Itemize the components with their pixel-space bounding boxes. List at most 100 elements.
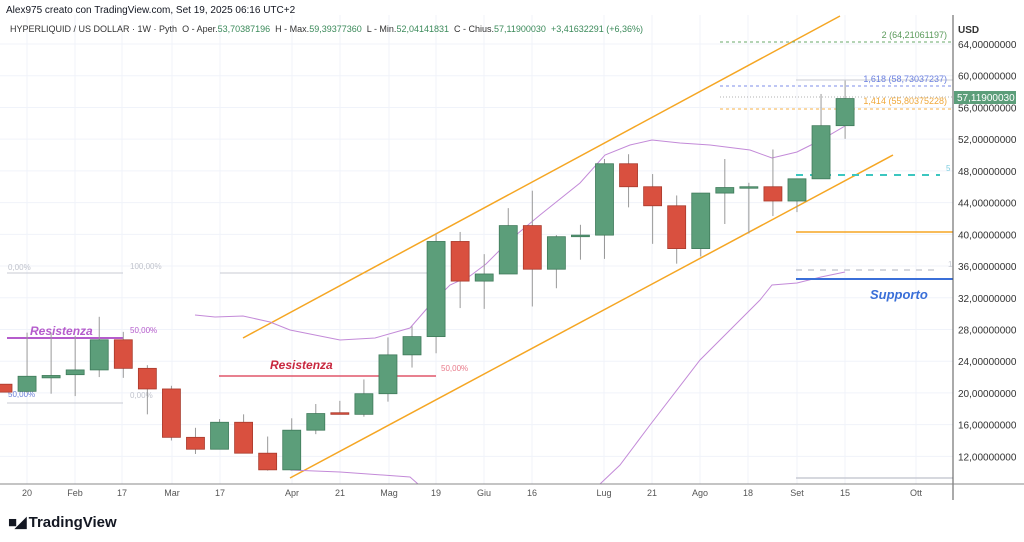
open-label: O - Aper. xyxy=(182,24,218,34)
candle-body xyxy=(402,336,422,356)
candle xyxy=(65,335,85,397)
tradingview-wordmark: TradingView xyxy=(28,513,117,531)
candle-body xyxy=(89,339,109,371)
candle-body xyxy=(474,273,494,282)
time-tick-label: Giu xyxy=(477,488,491,498)
candle-body xyxy=(691,192,711,249)
candle xyxy=(667,195,687,264)
low-label: L - Min. xyxy=(366,24,397,34)
candle-body xyxy=(546,236,566,270)
channel-lower-line xyxy=(289,154,894,479)
time-tick-label: 21 xyxy=(335,488,345,498)
candle xyxy=(162,385,181,441)
time-tick-label: 21 xyxy=(647,488,657,498)
resistance-label: Resistenza xyxy=(270,358,333,372)
price-tick-label: 20,00000000 xyxy=(958,389,1017,400)
price-tick-label: 44,00000000 xyxy=(958,199,1017,210)
symbol-name[interactable]: HYPERLIQUID / US DOLLAR · 1W · Pyth xyxy=(10,24,178,34)
change-value: +3,41632291 (+6,36%) xyxy=(550,24,644,34)
time-tick-label: Lug xyxy=(596,488,611,498)
channel-upper-line xyxy=(242,15,841,339)
candle-body xyxy=(498,225,518,275)
time-tick-label: 15 xyxy=(840,488,850,498)
candle xyxy=(306,404,326,435)
candle xyxy=(835,80,855,139)
candle-body xyxy=(739,186,759,189)
price-tick-label: 28,00000000 xyxy=(958,325,1017,336)
time-tick-label: 18 xyxy=(743,488,753,498)
fib-label: 0,00% xyxy=(8,263,31,272)
candle-body xyxy=(65,369,85,376)
fib-label: 50,00% xyxy=(441,364,468,373)
candle xyxy=(474,254,494,309)
candle-body xyxy=(113,339,133,369)
close-label: C - Chius. xyxy=(454,24,495,34)
candle-body xyxy=(137,367,157,390)
candle-body xyxy=(210,421,229,450)
open-value: 53,70387196 xyxy=(217,24,271,34)
candle xyxy=(0,383,13,393)
price-tick-label: 32,00000000 xyxy=(958,294,1017,305)
candle-body xyxy=(450,241,470,282)
price-tick-label: 12,00000000 xyxy=(958,452,1017,463)
time-tick-label: 19 xyxy=(431,488,441,498)
price-tick-label: 36,00000000 xyxy=(958,262,1017,273)
candle xyxy=(763,149,783,217)
price-tick-label: 60,00000000 xyxy=(958,72,1017,83)
candle xyxy=(811,93,831,180)
candle xyxy=(643,174,663,244)
time-tick-label: Mag xyxy=(380,488,398,498)
candle xyxy=(282,418,302,471)
candle xyxy=(498,208,518,275)
fib-label: 50,00% xyxy=(8,390,35,399)
candle xyxy=(426,234,446,354)
candle-body xyxy=(354,393,374,415)
time-tick-label: Mar xyxy=(164,488,180,498)
price-tick-label: 40,00000000 xyxy=(958,230,1017,241)
time-tick-label: Ago xyxy=(692,488,708,498)
candle xyxy=(17,332,37,393)
close-value: 57,11900030 xyxy=(494,24,546,34)
candle xyxy=(186,427,205,454)
candle xyxy=(595,158,614,259)
currency-label: USD xyxy=(958,25,979,36)
fib-ext-label: 2 (64,21061197) xyxy=(882,30,947,40)
tradingview-logo[interactable]: ■◢ TradingView xyxy=(8,513,117,532)
candle-body xyxy=(378,354,398,395)
fib-label: 0,00% xyxy=(130,391,153,400)
current-price-tag: 57,11900030 xyxy=(954,91,1016,104)
candle-body xyxy=(330,412,350,415)
fib-ext-label: 1,618 (58,73037237) xyxy=(863,74,947,84)
time-tick-label: 20 xyxy=(22,488,32,498)
current-price-tag-bg xyxy=(954,91,1016,104)
candle xyxy=(450,231,470,309)
low-value: 52,04141831 xyxy=(396,24,449,34)
price-tick-label: 16,00000000 xyxy=(958,421,1017,432)
candle-body xyxy=(41,375,61,379)
candle xyxy=(234,414,254,454)
candle-body xyxy=(571,234,590,238)
candle-body xyxy=(715,187,735,194)
high-value: 59,39377360 xyxy=(309,24,362,34)
time-tick-label: Ott xyxy=(910,488,923,498)
candle xyxy=(619,154,638,208)
symbol-legend: HYPERLIQUID / US DOLLAR · 1W · Pyth O - … xyxy=(10,24,643,34)
candle-body xyxy=(426,241,446,338)
candle-body xyxy=(811,125,831,180)
candle xyxy=(691,192,711,257)
tradingview-logo-icon: ■◢ xyxy=(8,514,27,531)
candle xyxy=(330,400,350,415)
candle xyxy=(522,190,542,307)
candle xyxy=(113,331,133,378)
support-label: Supporto xyxy=(870,287,928,302)
candle-body xyxy=(787,178,807,202)
fib-label: 100,00% xyxy=(130,262,162,271)
candle-body xyxy=(186,436,205,450)
candle xyxy=(378,337,398,402)
price-tick-label: 24,00000000 xyxy=(958,357,1017,368)
time-tick-label: 16 xyxy=(527,488,537,498)
price-tick-label: 52,00000000 xyxy=(958,135,1017,146)
candle xyxy=(354,379,374,417)
candle-body xyxy=(282,429,302,471)
